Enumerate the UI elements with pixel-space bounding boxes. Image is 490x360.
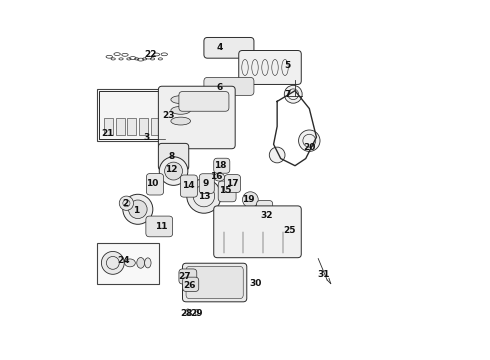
- Text: 15: 15: [219, 186, 232, 195]
- Text: 10: 10: [146, 179, 158, 188]
- FancyBboxPatch shape: [218, 181, 236, 202]
- Ellipse shape: [214, 173, 224, 181]
- Text: 17: 17: [226, 179, 239, 188]
- Text: 25: 25: [283, 225, 296, 234]
- Ellipse shape: [137, 257, 145, 268]
- Circle shape: [123, 194, 153, 224]
- Bar: [97, 89, 167, 141]
- FancyBboxPatch shape: [182, 263, 247, 302]
- Ellipse shape: [171, 107, 191, 114]
- Text: 14: 14: [181, 181, 194, 190]
- Text: 1: 1: [133, 206, 139, 215]
- Circle shape: [298, 130, 320, 152]
- Circle shape: [119, 196, 134, 210]
- Text: 24: 24: [117, 256, 130, 265]
- FancyBboxPatch shape: [158, 86, 235, 149]
- FancyBboxPatch shape: [179, 269, 197, 284]
- Bar: [116, 118, 124, 135]
- Text: 18: 18: [214, 161, 226, 170]
- Ellipse shape: [171, 96, 191, 104]
- Text: 4: 4: [217, 43, 223, 52]
- Text: 27: 27: [178, 272, 191, 281]
- Circle shape: [284, 85, 302, 103]
- Ellipse shape: [171, 117, 191, 125]
- Bar: [104, 118, 113, 135]
- FancyBboxPatch shape: [199, 174, 214, 193]
- Text: 28: 28: [180, 310, 192, 319]
- Circle shape: [128, 200, 147, 219]
- Text: 22: 22: [144, 50, 157, 59]
- Bar: [98, 91, 165, 139]
- Bar: [151, 118, 160, 135]
- FancyBboxPatch shape: [204, 37, 254, 58]
- Circle shape: [243, 192, 258, 207]
- FancyBboxPatch shape: [158, 143, 189, 170]
- Ellipse shape: [124, 259, 135, 267]
- Text: 11: 11: [155, 222, 167, 231]
- FancyBboxPatch shape: [204, 77, 254, 95]
- Bar: [97, 243, 159, 284]
- Text: 7: 7: [285, 90, 291, 99]
- FancyBboxPatch shape: [214, 206, 301, 258]
- Text: 5: 5: [285, 61, 291, 70]
- FancyBboxPatch shape: [146, 216, 172, 237]
- FancyBboxPatch shape: [214, 158, 230, 173]
- Bar: [139, 118, 148, 135]
- FancyBboxPatch shape: [224, 175, 241, 193]
- Text: 6: 6: [217, 83, 223, 92]
- Circle shape: [159, 157, 188, 185]
- FancyBboxPatch shape: [183, 277, 199, 292]
- Text: 30: 30: [249, 279, 262, 288]
- Text: 26: 26: [183, 281, 196, 290]
- Ellipse shape: [145, 258, 151, 268]
- Text: 13: 13: [197, 192, 210, 201]
- Circle shape: [165, 162, 182, 180]
- Circle shape: [270, 147, 285, 163]
- Text: 8: 8: [169, 152, 175, 161]
- FancyBboxPatch shape: [186, 266, 243, 298]
- Circle shape: [101, 251, 124, 274]
- FancyBboxPatch shape: [180, 175, 197, 197]
- Text: 32: 32: [260, 211, 272, 220]
- Text: 21: 21: [101, 129, 114, 138]
- Circle shape: [187, 179, 221, 213]
- Text: 29: 29: [191, 310, 203, 319]
- Text: 23: 23: [162, 111, 174, 120]
- Bar: [127, 118, 136, 135]
- FancyBboxPatch shape: [179, 91, 229, 111]
- Text: 9: 9: [202, 179, 209, 188]
- FancyBboxPatch shape: [257, 201, 272, 227]
- Text: 16: 16: [210, 172, 222, 181]
- FancyBboxPatch shape: [147, 174, 164, 195]
- Text: 12: 12: [166, 165, 178, 174]
- Text: 3: 3: [144, 132, 150, 141]
- Text: 31: 31: [318, 270, 330, 279]
- Text: 2: 2: [122, 199, 128, 208]
- Text: 19: 19: [242, 195, 255, 204]
- Text: 20: 20: [303, 143, 316, 152]
- FancyBboxPatch shape: [239, 50, 301, 85]
